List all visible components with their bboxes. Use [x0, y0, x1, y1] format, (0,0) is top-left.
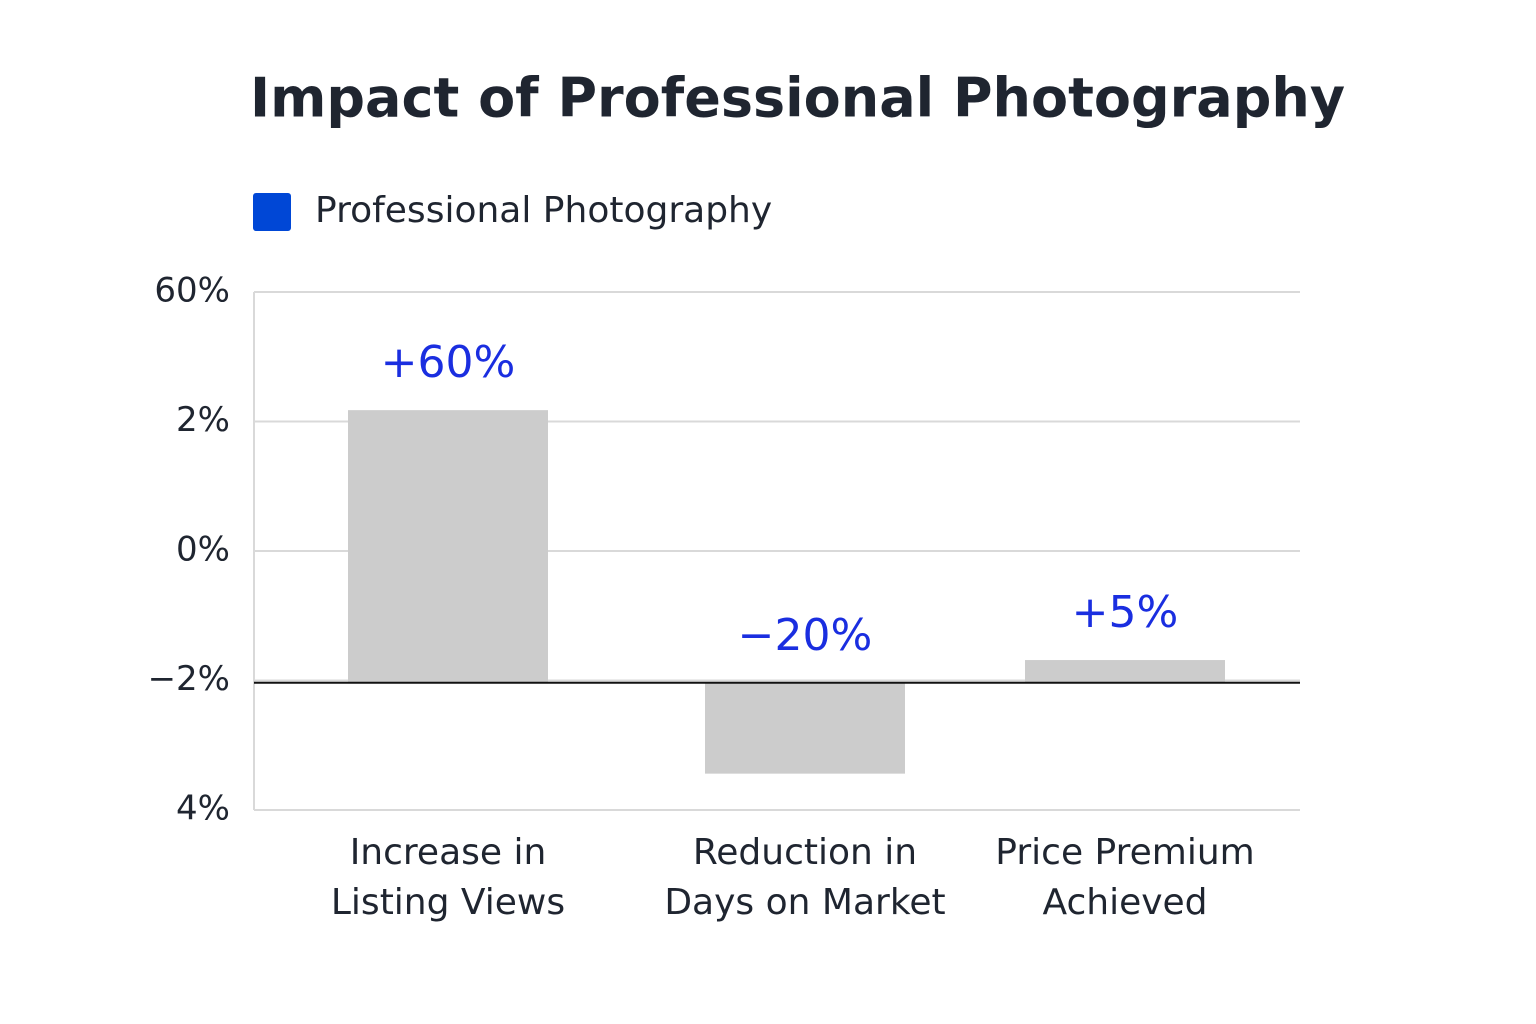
legend-label: Professional Photography	[315, 190, 772, 231]
x-tick-label: Price Premium Achieved	[995, 832, 1255, 923]
data-label: +60%	[381, 337, 516, 388]
x-tick-label: Increase in Listing Views	[330, 832, 566, 923]
chart-title: Impact of Professional Photography	[250, 67, 1345, 130]
bar	[705, 682, 905, 774]
legend-swatch	[253, 193, 291, 231]
data-label: −20%	[738, 610, 873, 661]
y-tick-label: 4%	[176, 789, 230, 829]
bar	[1025, 660, 1225, 683]
y-tick-label: 60%	[154, 271, 230, 311]
y-tick-label: 2%	[176, 400, 230, 440]
y-tick-label: −2%	[148, 659, 230, 699]
bar	[348, 410, 548, 683]
y-tick-label: 0%	[176, 530, 230, 570]
x-tick-label: Reduction in Days on Market	[664, 832, 946, 923]
data-label: +5%	[1072, 587, 1179, 638]
